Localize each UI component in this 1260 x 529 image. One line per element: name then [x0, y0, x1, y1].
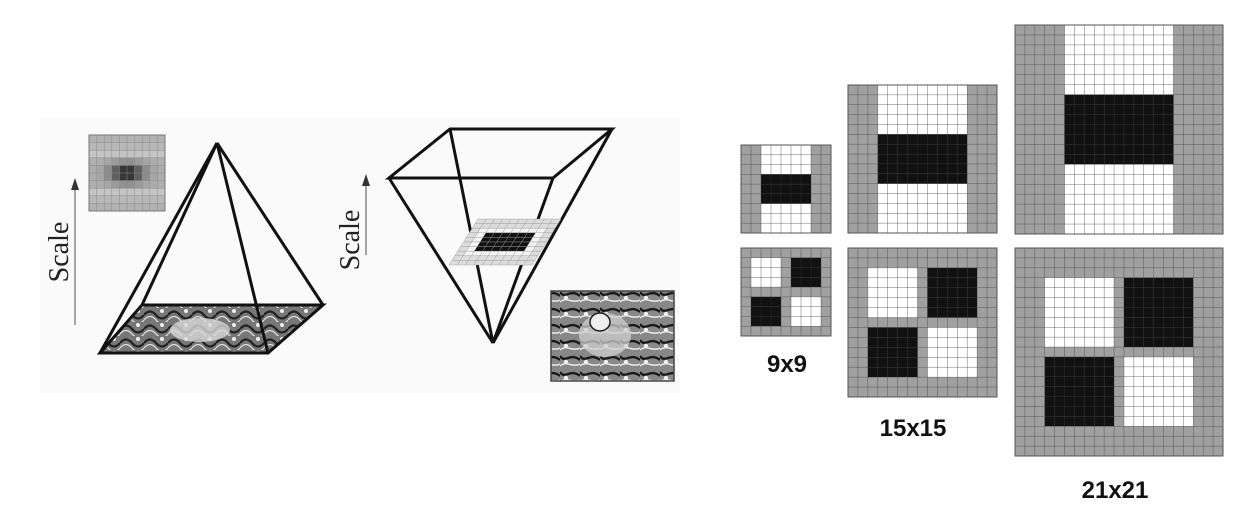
- filter-dyy-9x9: [740, 144, 832, 234]
- filter-dyy-15x15: [847, 84, 998, 234]
- scale-arrow-pyramid: [71, 178, 79, 325]
- scale-label-inverted: Scale: [335, 210, 366, 271]
- box-filters: [740, 24, 1224, 457]
- filter-size-label-9: 9x9: [767, 351, 807, 378]
- gaussian-kernel-thumbnail: [88, 134, 166, 212]
- input-image-photo: [550, 290, 675, 382]
- filter-size-label-15: 15x15: [880, 415, 947, 442]
- filter-dyy-21x21: [1014, 24, 1224, 235]
- filter-dxy-15x15: [847, 247, 998, 398]
- filter-size-label-21: 21x21: [1082, 477, 1149, 504]
- scale-arrow-inverted: [362, 174, 370, 255]
- scale-label-pyramid: Scale: [44, 222, 75, 283]
- inverted-pyramid: [384, 127, 617, 344]
- filter-dxy-9x9: [740, 247, 832, 337]
- filter-dxy-21x21: [1014, 247, 1224, 457]
- upright-pyramid: [96, 142, 327, 355]
- filter-plane-grid: [448, 218, 562, 266]
